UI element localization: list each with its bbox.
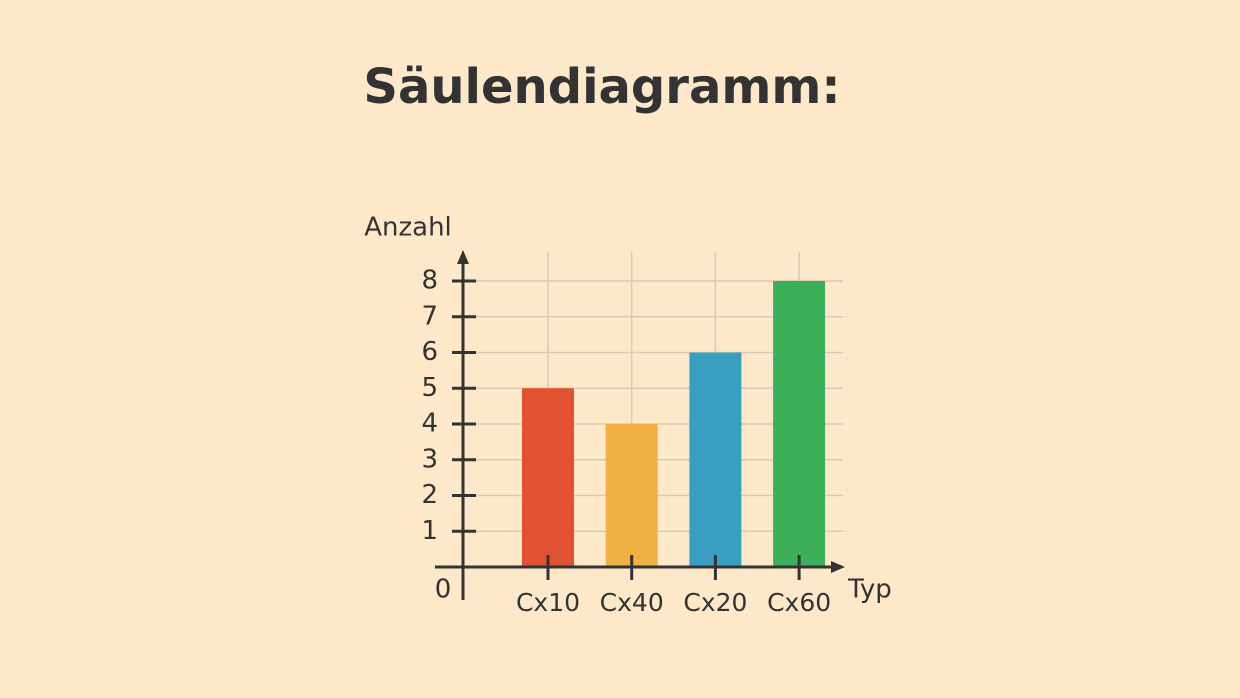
bars: [522, 281, 826, 567]
y-tick-label: 2: [421, 480, 438, 510]
ticks: 0 1 2 3 4 5 6 7 8 Cx10 Cx40 Cx20 Cx60: [421, 266, 831, 618]
y-tick-label: 1: [421, 516, 438, 546]
y-tick-label: 3: [421, 444, 438, 474]
y-tick-label: 6: [421, 337, 438, 367]
chart-title: Säulendiagramm:: [363, 59, 840, 115]
x-tick-label: Cx10: [516, 588, 580, 617]
x-tick-label: Cx60: [767, 588, 831, 617]
bar: [689, 352, 742, 567]
x-tick-label: Cx40: [600, 588, 664, 617]
x-axis-arrow: [831, 561, 845, 573]
y-tick-label: 4: [421, 409, 438, 439]
y-tick-label: 0: [435, 575, 452, 605]
y-axis-label: Anzahl: [364, 213, 452, 243]
bar: [605, 424, 658, 567]
x-axis-label: Typ: [847, 575, 892, 605]
y-tick-label: 8: [421, 266, 438, 296]
x-tick-label: Cx20: [683, 588, 747, 617]
y-axis-arrow: [457, 250, 469, 264]
bar: [522, 388, 574, 567]
y-tick-label: 5: [421, 373, 438, 403]
bar: [773, 281, 826, 567]
y-tick-label: 7: [421, 301, 438, 331]
